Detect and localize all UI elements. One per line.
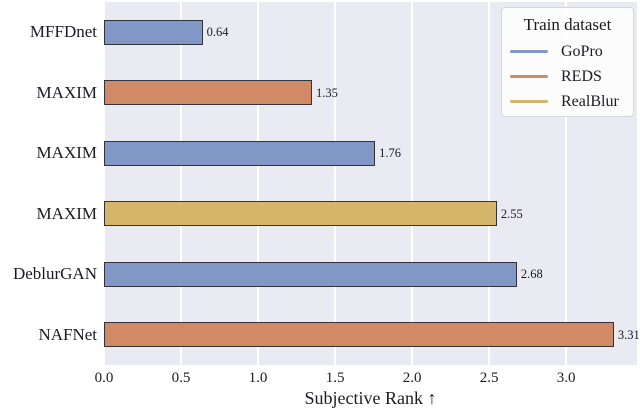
x-tick-label-0.0: 0.0 — [94, 370, 114, 386]
y-category-label-deblurgan: DeblurGAN — [12, 264, 97, 284]
bar-value-label: 1.76 — [379, 146, 401, 161]
reds-line-swatch-icon — [510, 75, 548, 78]
bar-maxim-2.55 — [104, 201, 497, 227]
bar-value-label: 3.31 — [617, 327, 640, 342]
bar-value-label: 2.68 — [520, 267, 543, 282]
y-category-label-mffdnet: MFFDnet — [29, 22, 97, 42]
y-category-label-maxim: MAXIM — [36, 203, 97, 223]
x-tick-label-1.0: 1.0 — [248, 370, 268, 386]
gridline-x-1.5 — [334, 2, 336, 365]
realblur-line-swatch-icon — [510, 100, 548, 103]
legend-label-gopro: GoPro — [561, 42, 603, 60]
legend-label-realblur: RealBlur — [561, 92, 619, 110]
x-tick-label-1.5: 1.5 — [325, 370, 345, 386]
x-tick-label-2.5: 2.5 — [479, 370, 499, 386]
bar-nafnet-3.31 — [104, 322, 614, 348]
legend-item-realblur: RealBlur — [510, 89, 625, 114]
bar-value-label: 0.64 — [206, 25, 229, 40]
bar-mffdnet-0.64 — [104, 19, 203, 45]
legend-label-reds: REDS — [561, 67, 602, 85]
legend-title: Train dataset — [523, 15, 612, 34]
gridline-x-2.5 — [488, 2, 490, 365]
x-tick-label-2.0: 2.0 — [402, 370, 422, 386]
legend-item-gopro: GoPro — [510, 39, 625, 64]
x-tick-label-0.5: 0.5 — [171, 370, 191, 386]
gridline-x-2.0 — [411, 2, 413, 365]
y-category-label-maxim: MAXIM — [36, 82, 97, 102]
y-category-label-maxim: MAXIM — [36, 143, 97, 163]
bar-maxim-1.35 — [104, 80, 312, 106]
gridline-x-0.5 — [180, 2, 182, 365]
bar-value-label: 2.55 — [500, 206, 523, 221]
gridline-x-3.0 — [565, 2, 567, 365]
legend: Train dataset GoPro REDS RealBlur — [501, 7, 634, 117]
legend-item-reds: REDS — [510, 64, 625, 89]
bar-value-label: 1.35 — [315, 85, 338, 100]
y-category-label-nafnet: NAFNet — [38, 324, 97, 344]
x-tick-label-3.0: 3.0 — [556, 370, 576, 386]
bar-deblurgan-2.68 — [104, 261, 517, 287]
gridline-x-1.0 — [257, 2, 259, 365]
x-axis-label: Subjective Rank ↑ — [304, 388, 437, 408]
gopro-line-swatch-icon — [510, 50, 548, 53]
bar-maxim-1.76 — [104, 140, 376, 166]
gridline-x-0.0 — [103, 2, 105, 365]
